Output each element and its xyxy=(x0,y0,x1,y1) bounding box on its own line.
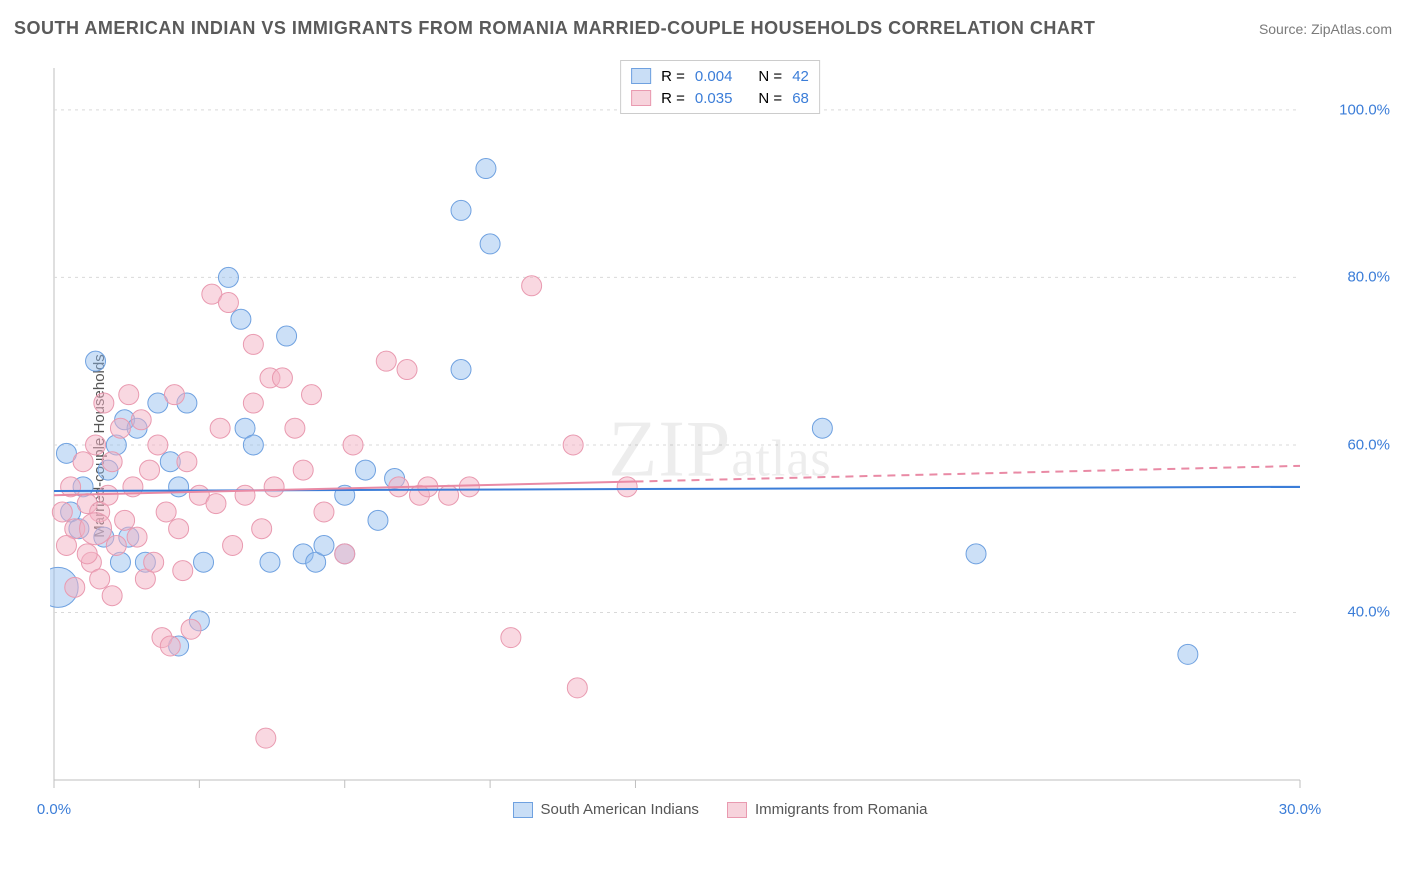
r-value: 0.035 xyxy=(695,90,733,107)
legend-bottom-item-0: South American Indians xyxy=(513,801,699,818)
chart-plot: ZIPatlas R = 0.004 N = 42 R = 0.035 N = … xyxy=(50,60,1390,840)
source-label: Source: ZipAtlas.com xyxy=(1259,21,1392,37)
r-label: R = xyxy=(661,68,685,85)
legend-swatch-pink xyxy=(631,90,651,106)
legend-top-row-0: R = 0.004 N = 42 xyxy=(631,65,809,87)
chart-title: SOUTH AMERICAN INDIAN VS IMMIGRANTS FROM… xyxy=(14,18,1095,39)
y-tick-label: 80.0% xyxy=(1347,269,1390,286)
r-value: 0.004 xyxy=(695,68,733,85)
n-value: 42 xyxy=(792,68,809,85)
n-label: N = xyxy=(758,68,782,85)
legend-top: R = 0.004 N = 42 R = 0.035 N = 68 xyxy=(620,60,820,114)
n-value: 68 xyxy=(792,90,809,107)
legend-bottom-item-1: Immigrants from Romania xyxy=(727,801,928,818)
legend-bottom: South American Indians Immigrants from R… xyxy=(50,801,1390,818)
y-tick-label: 100.0% xyxy=(1339,101,1390,118)
legend-top-row-1: R = 0.035 N = 68 xyxy=(631,87,809,109)
legend-swatch-blue xyxy=(513,802,533,818)
legend-label: South American Indians xyxy=(541,801,699,818)
n-label: N = xyxy=(758,90,782,107)
x-tick-label: 30.0% xyxy=(1279,801,1322,818)
y-tick-label: 40.0% xyxy=(1347,604,1390,621)
r-label: R = xyxy=(661,90,685,107)
chart-svg xyxy=(50,60,1390,840)
legend-swatch-pink xyxy=(727,802,747,818)
y-tick-label: 60.0% xyxy=(1347,436,1390,453)
x-tick-label: 0.0% xyxy=(37,801,71,818)
legend-swatch-blue xyxy=(631,68,651,84)
legend-label: Immigrants from Romania xyxy=(755,801,928,818)
title-bar: SOUTH AMERICAN INDIAN VS IMMIGRANTS FROM… xyxy=(14,18,1392,39)
